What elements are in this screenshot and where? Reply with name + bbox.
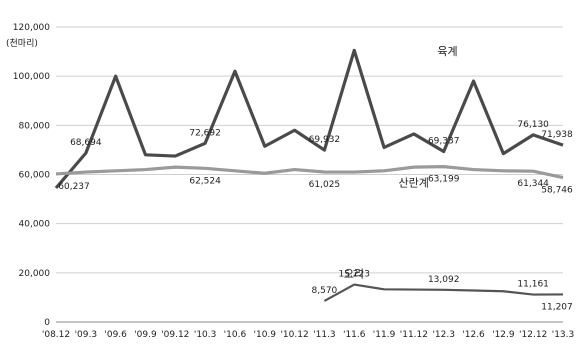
data-label: 62,524	[189, 176, 221, 186]
data-label: 63,199	[428, 175, 460, 185]
x-tick-label: '09.12	[161, 330, 189, 340]
x-tick-label: '11.3	[313, 330, 336, 340]
data-label: 72,692	[189, 128, 221, 138]
x-tick-label: '11.9	[373, 330, 396, 340]
series-name-label: 산란계	[399, 177, 429, 190]
data-label: 8,570	[312, 286, 338, 296]
series-name-label: 육계	[437, 45, 457, 58]
y-tick-label: 40,000	[19, 220, 51, 230]
data-label: 11,161	[517, 280, 549, 290]
x-tick-label: '10.12	[280, 330, 308, 340]
data-label: 11,207	[541, 302, 573, 312]
x-tick-label: '10.3	[194, 330, 217, 340]
data-label: 61,344	[517, 179, 549, 189]
data-label: 58,746	[541, 186, 573, 196]
series-layer	[54, 48, 564, 302]
data-label: 69,337	[428, 137, 460, 147]
axis-layer: 0 20,000 40,000 60,000 80,000 100,000 120,000 '…	[13, 23, 574, 340]
x-tick-label: '12.6	[462, 330, 485, 340]
y-tick-label: 0	[44, 318, 50, 328]
x-tick-label: '09.6	[104, 330, 127, 340]
x-tick-label: '12.9	[492, 330, 515, 340]
x-tick-label: '13.3	[552, 330, 575, 340]
y-tick-label: 20,000	[19, 269, 51, 279]
series-line-2	[55, 165, 564, 180]
data-label: 60,237	[58, 182, 90, 192]
x-tick-label: '12.3	[432, 330, 455, 340]
x-tick-label: '12.12	[519, 330, 547, 340]
series-line-1	[54, 48, 564, 190]
x-tick-label: '10.6	[224, 330, 247, 340]
series-line-3	[323, 283, 564, 302]
data-label: 71,938	[541, 130, 573, 140]
y-tick-label: 100,000	[13, 72, 50, 82]
data-label: 68,694	[70, 138, 102, 148]
y-tick-label: 60,000	[19, 171, 51, 181]
unit-label: (천마리)	[6, 38, 38, 49]
grid-layer	[56, 26, 563, 323]
data-label: 69,932	[309, 135, 341, 145]
x-tick-label: '11.6	[343, 330, 366, 340]
series-name-label: 오리	[344, 268, 364, 281]
y-tick-label: 80,000	[19, 121, 51, 131]
y-tick-label: 120,000	[13, 23, 50, 33]
x-tick-label: '09.9	[134, 330, 157, 340]
data-label: 76,130	[517, 120, 549, 130]
x-tick-label: '10.9	[254, 330, 277, 340]
data-label: 61,025	[309, 180, 341, 190]
x-tick-label: '11.12	[400, 330, 428, 340]
data-label: 15,223	[338, 270, 370, 280]
x-tick-label: '09.3	[75, 330, 98, 340]
x-tick-label: '08.12	[42, 330, 70, 340]
data-label: 13,092	[428, 275, 460, 285]
